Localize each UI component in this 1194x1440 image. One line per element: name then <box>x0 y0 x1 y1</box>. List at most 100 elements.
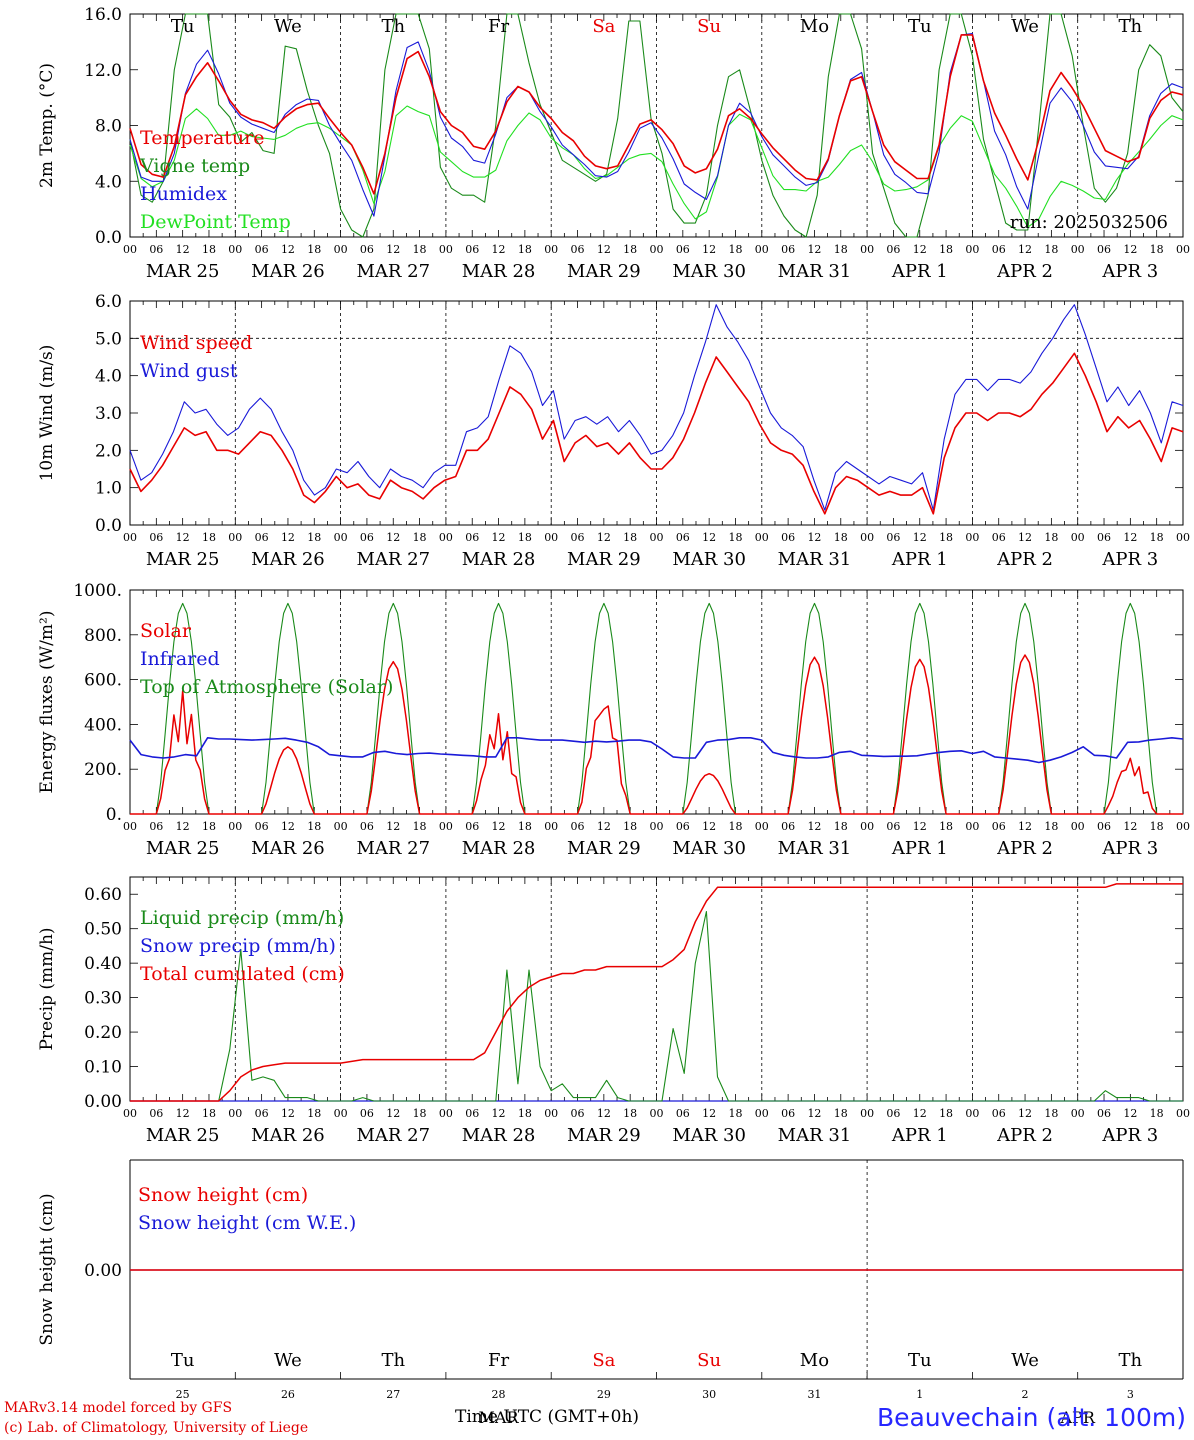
energy-hour-label: 00 <box>228 820 242 833</box>
wind-ytick-label: 5.0 <box>95 329 122 349</box>
wind-date-label: MAR 30 <box>672 549 746 570</box>
snow-day-number: 1 <box>916 1388 923 1401</box>
temp-date-label: APR 1 <box>891 261 948 282</box>
energy-date-label: MAR 25 <box>146 838 220 859</box>
precip-hour-label: 18 <box>939 1107 953 1120</box>
wind-ytick-label: 1.0 <box>95 479 122 499</box>
precip-hour-label: 00 <box>755 1107 769 1120</box>
wind-ytick-label: 0.0 <box>95 516 122 536</box>
precip-date-label: MAR 27 <box>356 1125 430 1146</box>
energy-hour-label: 18 <box>728 820 742 833</box>
temp-hour-label: 18 <box>1150 243 1164 256</box>
precip-hour-label: 06 <box>255 1107 269 1120</box>
energy-hour-label: 12 <box>386 820 400 833</box>
precip-legend-item: Liquid precip (mm/h) <box>140 907 344 929</box>
energy-legend-item: Infrared <box>140 648 220 670</box>
temp-hour-label: 00 <box>544 243 558 256</box>
wind-date-label: APR 3 <box>1101 549 1158 570</box>
energy-series-line <box>130 654 1183 815</box>
wind-ytick-label: 2.0 <box>95 441 122 461</box>
precip-hour-label: 00 <box>544 1107 558 1120</box>
precip-hour-label: 18 <box>623 1107 637 1120</box>
temp-hour-label: 00 <box>123 243 137 256</box>
energy-hour-label: 06 <box>255 820 269 833</box>
temp-hour-label: 18 <box>518 243 532 256</box>
precip-hour-label: 18 <box>1150 1107 1164 1120</box>
snow-ytick-label: 0.00 <box>84 1261 122 1281</box>
energy-ytick-label: 800. <box>84 626 122 646</box>
snow-day-label: Fr <box>488 1350 509 1371</box>
precip-hour-label: 12 <box>176 1107 190 1120</box>
energy-date-label: APR 2 <box>996 838 1053 859</box>
wind-date-label: MAR 26 <box>251 549 325 570</box>
time-axis-label: Time UTC (GMT+0h) <box>455 1407 640 1427</box>
energy-hour-label: 00 <box>1071 820 1085 833</box>
precip-series-line <box>130 910 1183 1102</box>
wind-hour-label: 18 <box>307 531 321 544</box>
temp-hour-label: 12 <box>597 243 611 256</box>
precip-hour-label: 12 <box>913 1107 927 1120</box>
energy-hour-label: 18 <box>1044 820 1058 833</box>
precip-hour-label: 06 <box>886 1107 900 1120</box>
temp-ytick-label: 8.0 <box>95 117 122 137</box>
energy-hour-label: 18 <box>307 820 321 833</box>
precip-series-line <box>130 883 1183 1102</box>
precip-hour-label: 00 <box>123 1107 137 1120</box>
energy-ylabel: Energy fluxes (W/m²) <box>37 611 57 794</box>
precip-hour-label: 00 <box>228 1107 242 1120</box>
wind-hour-label: 06 <box>1097 531 1111 544</box>
energy-hour-label: 00 <box>123 820 137 833</box>
snow-day-number: 26 <box>281 1388 295 1401</box>
wind-hour-label: 18 <box>518 531 532 544</box>
energy-date-label: MAR 28 <box>462 838 536 859</box>
temp-day-label: Th <box>381 16 405 37</box>
wind-ytick-label: 6.0 <box>95 292 122 312</box>
temp-hour-label: 00 <box>228 243 242 256</box>
energy-hour-label: 00 <box>544 820 558 833</box>
wind-hour-label: 00 <box>1176 531 1190 544</box>
temp-date-label: MAR 30 <box>672 261 746 282</box>
energy-hour-label: 12 <box>281 820 295 833</box>
precip-date-label: MAR 25 <box>146 1125 220 1146</box>
precip-legend-item: Snow precip (mm/h) <box>140 935 336 957</box>
temp-hour-label: 18 <box>623 243 637 256</box>
energy-hour-label: 12 <box>176 820 190 833</box>
wind-date-label: MAR 27 <box>356 549 430 570</box>
temp-hour-label: 06 <box>886 243 900 256</box>
energy-hour-label: 06 <box>360 820 374 833</box>
energy-date-label: MAR 31 <box>778 838 852 859</box>
temp-legend-item: Vigne temp <box>139 155 250 177</box>
precip-ytick-label: 0.50 <box>84 920 122 940</box>
energy-hour-label: 06 <box>781 820 795 833</box>
snow-day-number: 27 <box>386 1388 400 1401</box>
energy-hour-label: 12 <box>1123 820 1137 833</box>
wind-legend-item: Wind speed <box>140 332 252 354</box>
energy-ytick-label: 400. <box>84 715 122 735</box>
energy-hour-label: 18 <box>623 820 637 833</box>
snow-day-label: Th <box>1119 1350 1143 1371</box>
temp-hour-label: 06 <box>255 243 269 256</box>
precip-hour-label: 18 <box>202 1107 216 1120</box>
temp-ytick-label: 12.0 <box>84 61 122 81</box>
wind-hour-label: 18 <box>413 531 427 544</box>
energy-hour-label: 00 <box>755 820 769 833</box>
temp-day-label: Sa <box>592 16 615 37</box>
wind-date-label: MAR 25 <box>146 549 220 570</box>
snow-legend-item: Snow height (cm) <box>138 1184 308 1206</box>
precip-ytick-label: 0.20 <box>84 1023 122 1043</box>
precip-date-label: MAR 29 <box>567 1125 641 1146</box>
temp-run-annotation: run: 2025032506 <box>1010 212 1168 233</box>
precip-hour-label: 12 <box>281 1107 295 1120</box>
energy-legend-item: Top of Atmosphere (Solar) <box>140 676 393 698</box>
energy-date-label: APR 1 <box>891 838 948 859</box>
temp-hour-label: 00 <box>334 243 348 256</box>
temp-hour-label: 18 <box>1044 243 1058 256</box>
precip-hour-label: 12 <box>807 1107 821 1120</box>
temp-hour-label: 06 <box>781 243 795 256</box>
precip-hour-label: 06 <box>571 1107 585 1120</box>
wind-hour-label: 18 <box>1044 531 1058 544</box>
precip-date-label: MAR 28 <box>462 1125 536 1146</box>
energy-ytick-label: 200. <box>84 760 122 780</box>
wind-date-label: MAR 31 <box>778 549 852 570</box>
